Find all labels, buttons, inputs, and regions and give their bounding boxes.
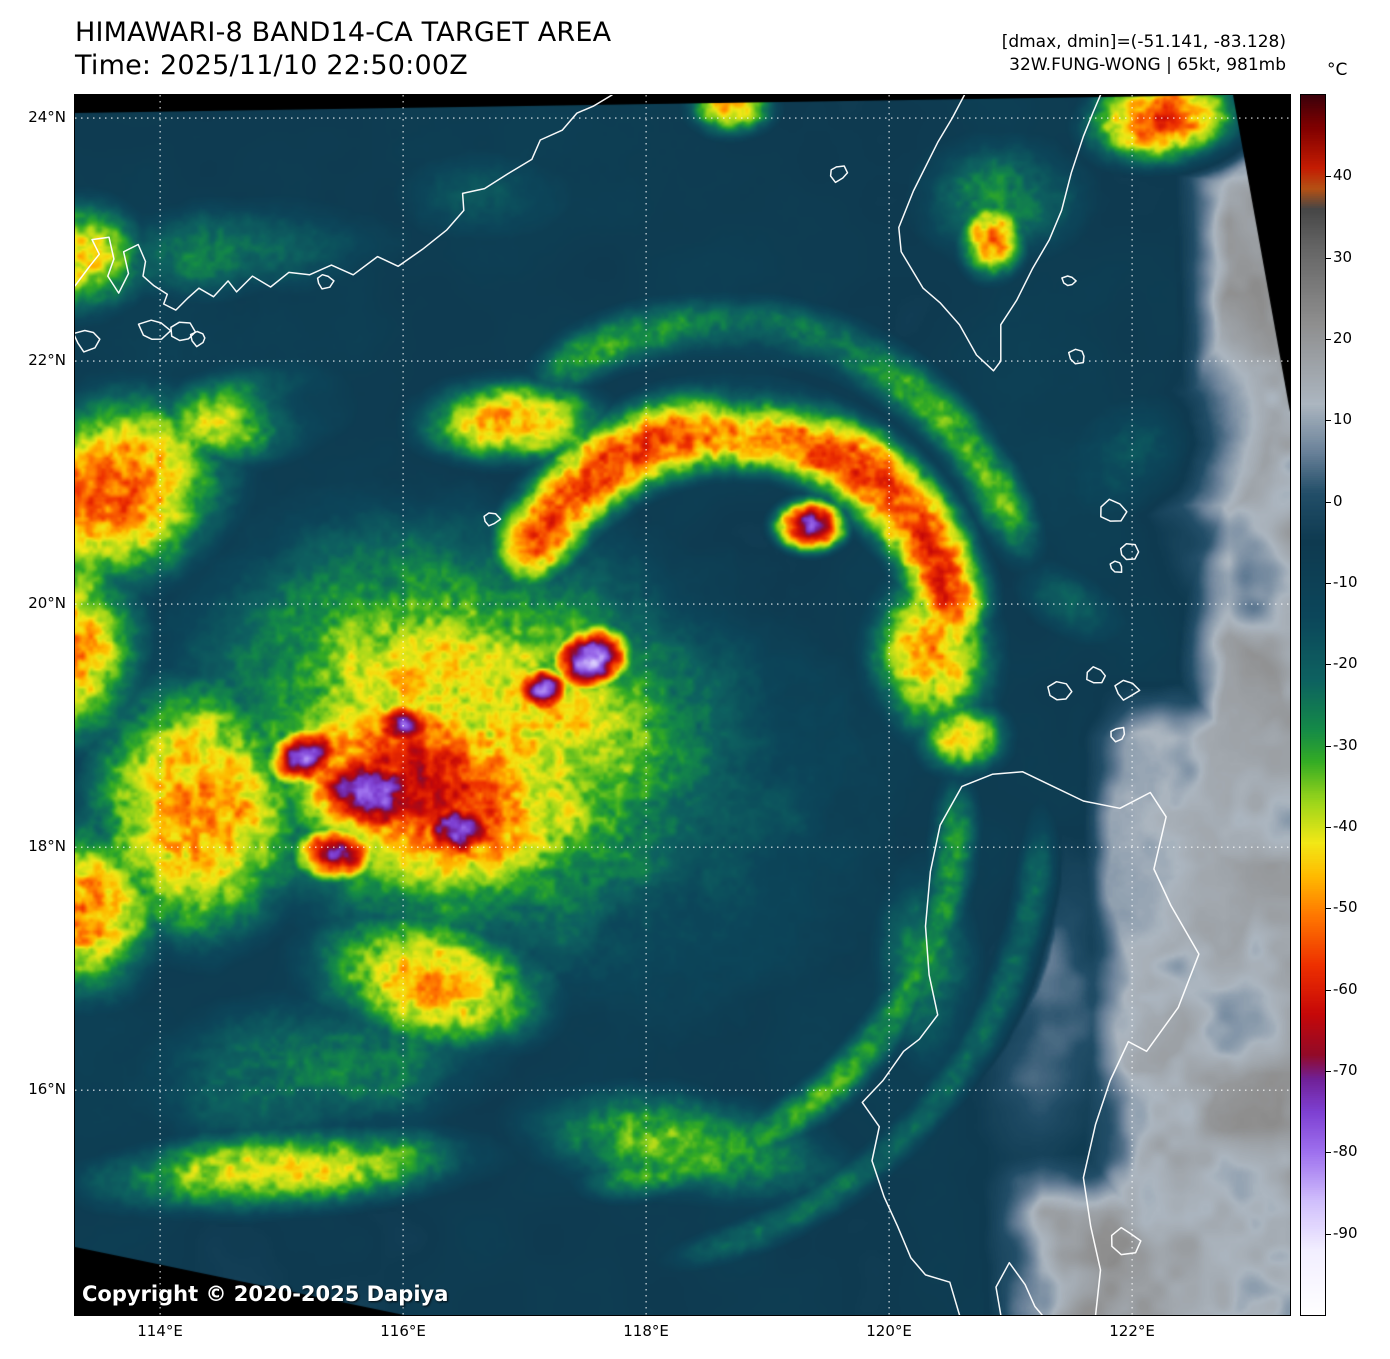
coastline-island (1110, 726, 1126, 743)
coastline-china (75, 95, 613, 311)
colorbar-tick-label: 20 (1333, 329, 1353, 347)
coastline-island (1047, 680, 1073, 701)
coastline-island (75, 329, 101, 353)
coastline-island (1061, 275, 1077, 287)
colorbar-tick-label: -90 (1333, 1223, 1358, 1242)
graticule (75, 95, 1290, 1315)
colorbar (1300, 94, 1326, 1316)
coastline-island (829, 165, 849, 184)
colorbar-tick-label: -70 (1333, 1061, 1358, 1079)
coastline-manila-bay (995, 1261, 1043, 1315)
coastline-island (1086, 666, 1107, 684)
coastline-island (1114, 679, 1141, 701)
colorbar-tick-mark (1326, 1233, 1331, 1235)
coastline-island (1109, 560, 1123, 574)
colorbar-tick-label: 40 (1333, 166, 1353, 185)
colorbar-gradient (1301, 95, 1325, 1315)
colorbar-tick-mark (1326, 339, 1331, 340)
lon-tick-label: 122°E (1109, 1322, 1155, 1340)
coastline-island (137, 319, 172, 340)
lon-tick-label: 118°E (623, 1322, 669, 1340)
colorbar-tick-label: -40 (1333, 817, 1358, 835)
colorbar-tick-mark (1326, 501, 1331, 503)
lat-tick-label: 20°N (28, 594, 66, 613)
colorbar-tick-label: -60 (1333, 979, 1358, 998)
coastline-taiwan (898, 95, 1102, 372)
coastlines (75, 95, 1200, 1315)
colorbar-tick-label: -10 (1333, 573, 1358, 591)
timestamp: Time: 2025/11/10 22:50:00Z (75, 50, 468, 81)
lon-tick-label: 120°E (866, 1322, 912, 1340)
colorbar-tick-mark (1326, 989, 1331, 991)
coastline-island (189, 330, 206, 348)
colorbar-unit-label: °C (1327, 60, 1348, 80)
colorbar-tick-label: -80 (1333, 1142, 1358, 1161)
page-title: HIMAWARI-8 BAND14-CA TARGET AREA (75, 17, 612, 48)
colorbar-tick-label: -20 (1333, 654, 1358, 673)
coastline-island (1100, 498, 1128, 522)
coastline-luzon (861, 771, 1200, 1315)
satellite-map: Copyright © 2020-2025 Dapiya (74, 94, 1291, 1316)
lon-tick-label: 114°E (137, 1322, 183, 1340)
lat-tick-label: 18°N (28, 837, 66, 856)
colorbar-tick-mark (1326, 257, 1331, 259)
colorbar-tick-label: 10 (1333, 410, 1353, 429)
colorbar-tick-mark (1326, 664, 1331, 666)
colorbar-tick-label: -30 (1333, 735, 1358, 754)
coastline-island (1119, 543, 1140, 561)
storm-info: 32W.FUNG-WONG | 65kt, 981mb (1009, 55, 1286, 75)
colorbar-tick-label: -50 (1333, 898, 1358, 917)
colorbar-tick-mark (1326, 583, 1331, 584)
lon-tick-label: 116°E (380, 1322, 426, 1340)
lat-tick-label: 16°N (28, 1080, 66, 1099)
colorbar-tick-mark (1326, 1071, 1331, 1072)
colorbar-tick-mark (1326, 176, 1331, 178)
title-block: HIMAWARI-8 BAND14-CA TARGET AREA Time: 2… (75, 16, 611, 82)
lat-tick-label: 24°N (28, 108, 66, 127)
colorbar-tick-label: 0 (1333, 491, 1343, 510)
lat-tick-label: 22°N (28, 351, 66, 370)
colorbar-tick-mark (1326, 908, 1331, 910)
dmax-dmin-readout: [dmax, dmin]=(-51.141, -83.128) (1001, 32, 1286, 52)
colorbar-tick-mark (1326, 1152, 1331, 1154)
coastline-island (1067, 348, 1085, 365)
satellite-imagery-canvas (75, 95, 1290, 1315)
coastline-island (170, 321, 197, 342)
coastline-island (483, 512, 502, 527)
colorbar-tick-label: 30 (1333, 247, 1353, 266)
coastline-island (1110, 1226, 1142, 1256)
coastline-island (316, 273, 335, 290)
colorbar-tick-mark (1326, 420, 1331, 422)
copyright-text: Copyright © 2020-2025 Dapiya (82, 1282, 449, 1306)
colorbar-tick-mark (1326, 745, 1331, 747)
info-block: [dmax, dmin]=(-51.141, -83.128) 32W.FUNG… (1002, 31, 1286, 77)
map-overlay-svg (75, 95, 1290, 1315)
colorbar-tick-mark (1326, 827, 1331, 828)
